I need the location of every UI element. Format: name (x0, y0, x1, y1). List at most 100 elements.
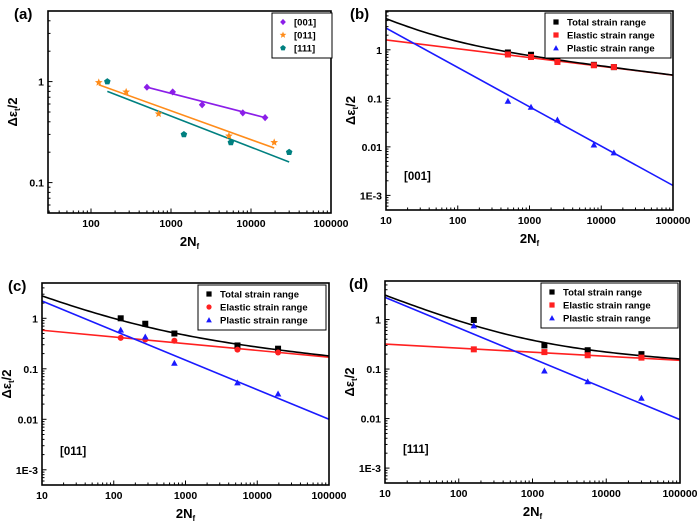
fit-lines (98, 84, 290, 163)
panel-label: (d) (349, 276, 368, 293)
x-axis-label-subscript: f (196, 242, 199, 251)
y-tick-label: 1 (375, 315, 381, 327)
data-point (541, 342, 548, 349)
legend-label: [001] (294, 18, 316, 29)
legend-box (197, 284, 327, 331)
data-point (274, 390, 282, 397)
series-plastic-strain-range (504, 97, 618, 156)
data-point (275, 345, 282, 352)
data-point (143, 83, 151, 91)
x-tick-label: 10 (379, 488, 391, 500)
data-point (225, 131, 233, 140)
data-point (638, 354, 645, 361)
series-elastic-strain-range (504, 51, 617, 71)
series-plastic-strain-range (117, 326, 282, 397)
x-axis-label: 2Nf (523, 504, 543, 521)
x-tick-label: 1000 (518, 215, 542, 227)
x-tick-label: 10 (36, 490, 48, 502)
y-axis-label: Δεt/2 (5, 97, 22, 126)
data-point (275, 349, 282, 356)
x-axis-label-subscript: f (192, 514, 195, 523)
x-axis-label-subscript: f (536, 239, 539, 248)
panel-b: 10 100 1000 10000 100000 1E-3 0.01 0.1 1 2Nf Δεt/2… (343, 6, 691, 248)
data-point (590, 62, 597, 69)
legend: Total strain range Elastic strain range Pl… (540, 282, 679, 329)
data-point (117, 315, 124, 322)
y-tick-label: 0.1 (366, 364, 381, 376)
legend-marker (549, 302, 555, 308)
fit-line-2 (107, 90, 290, 163)
data-point (142, 320, 149, 327)
panel-d: 10 100 1000 10000 100000 1E-3 0.01 0.1 1 2Nf Δεt/2… (342, 276, 698, 521)
plot-frame (47, 10, 332, 214)
x-tick-label: 100 (450, 488, 468, 500)
plot-frame (384, 280, 681, 484)
data-point (198, 101, 206, 109)
data-point (122, 87, 130, 96)
y-tick-label: 1 (38, 77, 44, 89)
y-tick-label: 1 (376, 45, 382, 57)
legend-marker (206, 291, 212, 297)
x-tick-label: 100 (82, 218, 100, 230)
x-tick-label: 100000 (655, 215, 690, 227)
x-tick-label: 100 (105, 490, 123, 502)
data-point (261, 114, 269, 122)
series--111- (104, 78, 293, 155)
fit-line-2 (385, 296, 680, 421)
series-elastic-strain-range (470, 346, 645, 361)
y-axis-label: Δεt/2 (342, 367, 359, 396)
x-tick-label: 10 (380, 215, 392, 227)
data-point (470, 346, 477, 353)
data-point (554, 59, 561, 66)
fit-lines (42, 295, 329, 421)
total-strain-curve (385, 294, 680, 360)
x-tick-label: 1000 (521, 488, 545, 500)
legend-label: Plastic strain range (563, 314, 651, 325)
series-total-strain-range (117, 315, 282, 352)
x-axis-label: 2Nf (520, 231, 540, 248)
legend-label: Total strain range (220, 290, 299, 301)
data-point (234, 342, 241, 349)
x-tick-label: 100000 (311, 490, 346, 502)
legend-marker (549, 289, 555, 295)
data-point (171, 330, 178, 337)
x-tick-label: 10000 (587, 215, 616, 227)
data-point (528, 54, 535, 61)
legend-label: Elastic strain range (563, 301, 651, 312)
fit-line-1 (98, 84, 275, 149)
legend-marker (553, 32, 559, 38)
fit-line-1 (385, 343, 680, 362)
data-point (470, 322, 478, 329)
legend-box (544, 12, 672, 59)
data-point (141, 333, 149, 340)
legend-label: Plastic strain range (567, 44, 655, 55)
data-point (180, 130, 188, 138)
legend-label: Plastic strain range (220, 316, 308, 327)
y-tick-label: 0.1 (29, 178, 44, 190)
x-tick-label: 100 (449, 215, 467, 227)
x-tick-label: 1000 (174, 490, 198, 502)
legend: Total strain range Elastic strain range Pl… (197, 284, 327, 331)
panel-c: 10 100 1000 10000 100000 1E-3 0.01 0.1 1 2Nf Δεt/2… (0, 278, 347, 523)
data-point (610, 64, 617, 71)
x-axis-label-subscript: f (539, 512, 542, 521)
legend-label: Total strain range (563, 288, 642, 299)
data-point (234, 379, 241, 386)
x-tick-label: 10000 (236, 218, 265, 230)
data-point (234, 346, 241, 353)
legend-marker (279, 31, 287, 38)
data-point (227, 138, 235, 146)
data-point (169, 88, 176, 96)
legend: [001] [011] [111] (271, 12, 333, 59)
legend-label: [011] (294, 31, 316, 42)
orientation-annotation: [011] (60, 446, 86, 458)
x-axis-label: 2Nf (180, 234, 200, 251)
data-point (504, 51, 511, 58)
y-axis-label: Δεt/2 (0, 369, 16, 398)
data-point (584, 347, 591, 354)
data-point (610, 149, 618, 156)
panel-label: (c) (8, 278, 26, 295)
data-point (104, 78, 111, 85)
y-tick-label: 0.1 (23, 364, 38, 376)
data-point (541, 349, 548, 356)
